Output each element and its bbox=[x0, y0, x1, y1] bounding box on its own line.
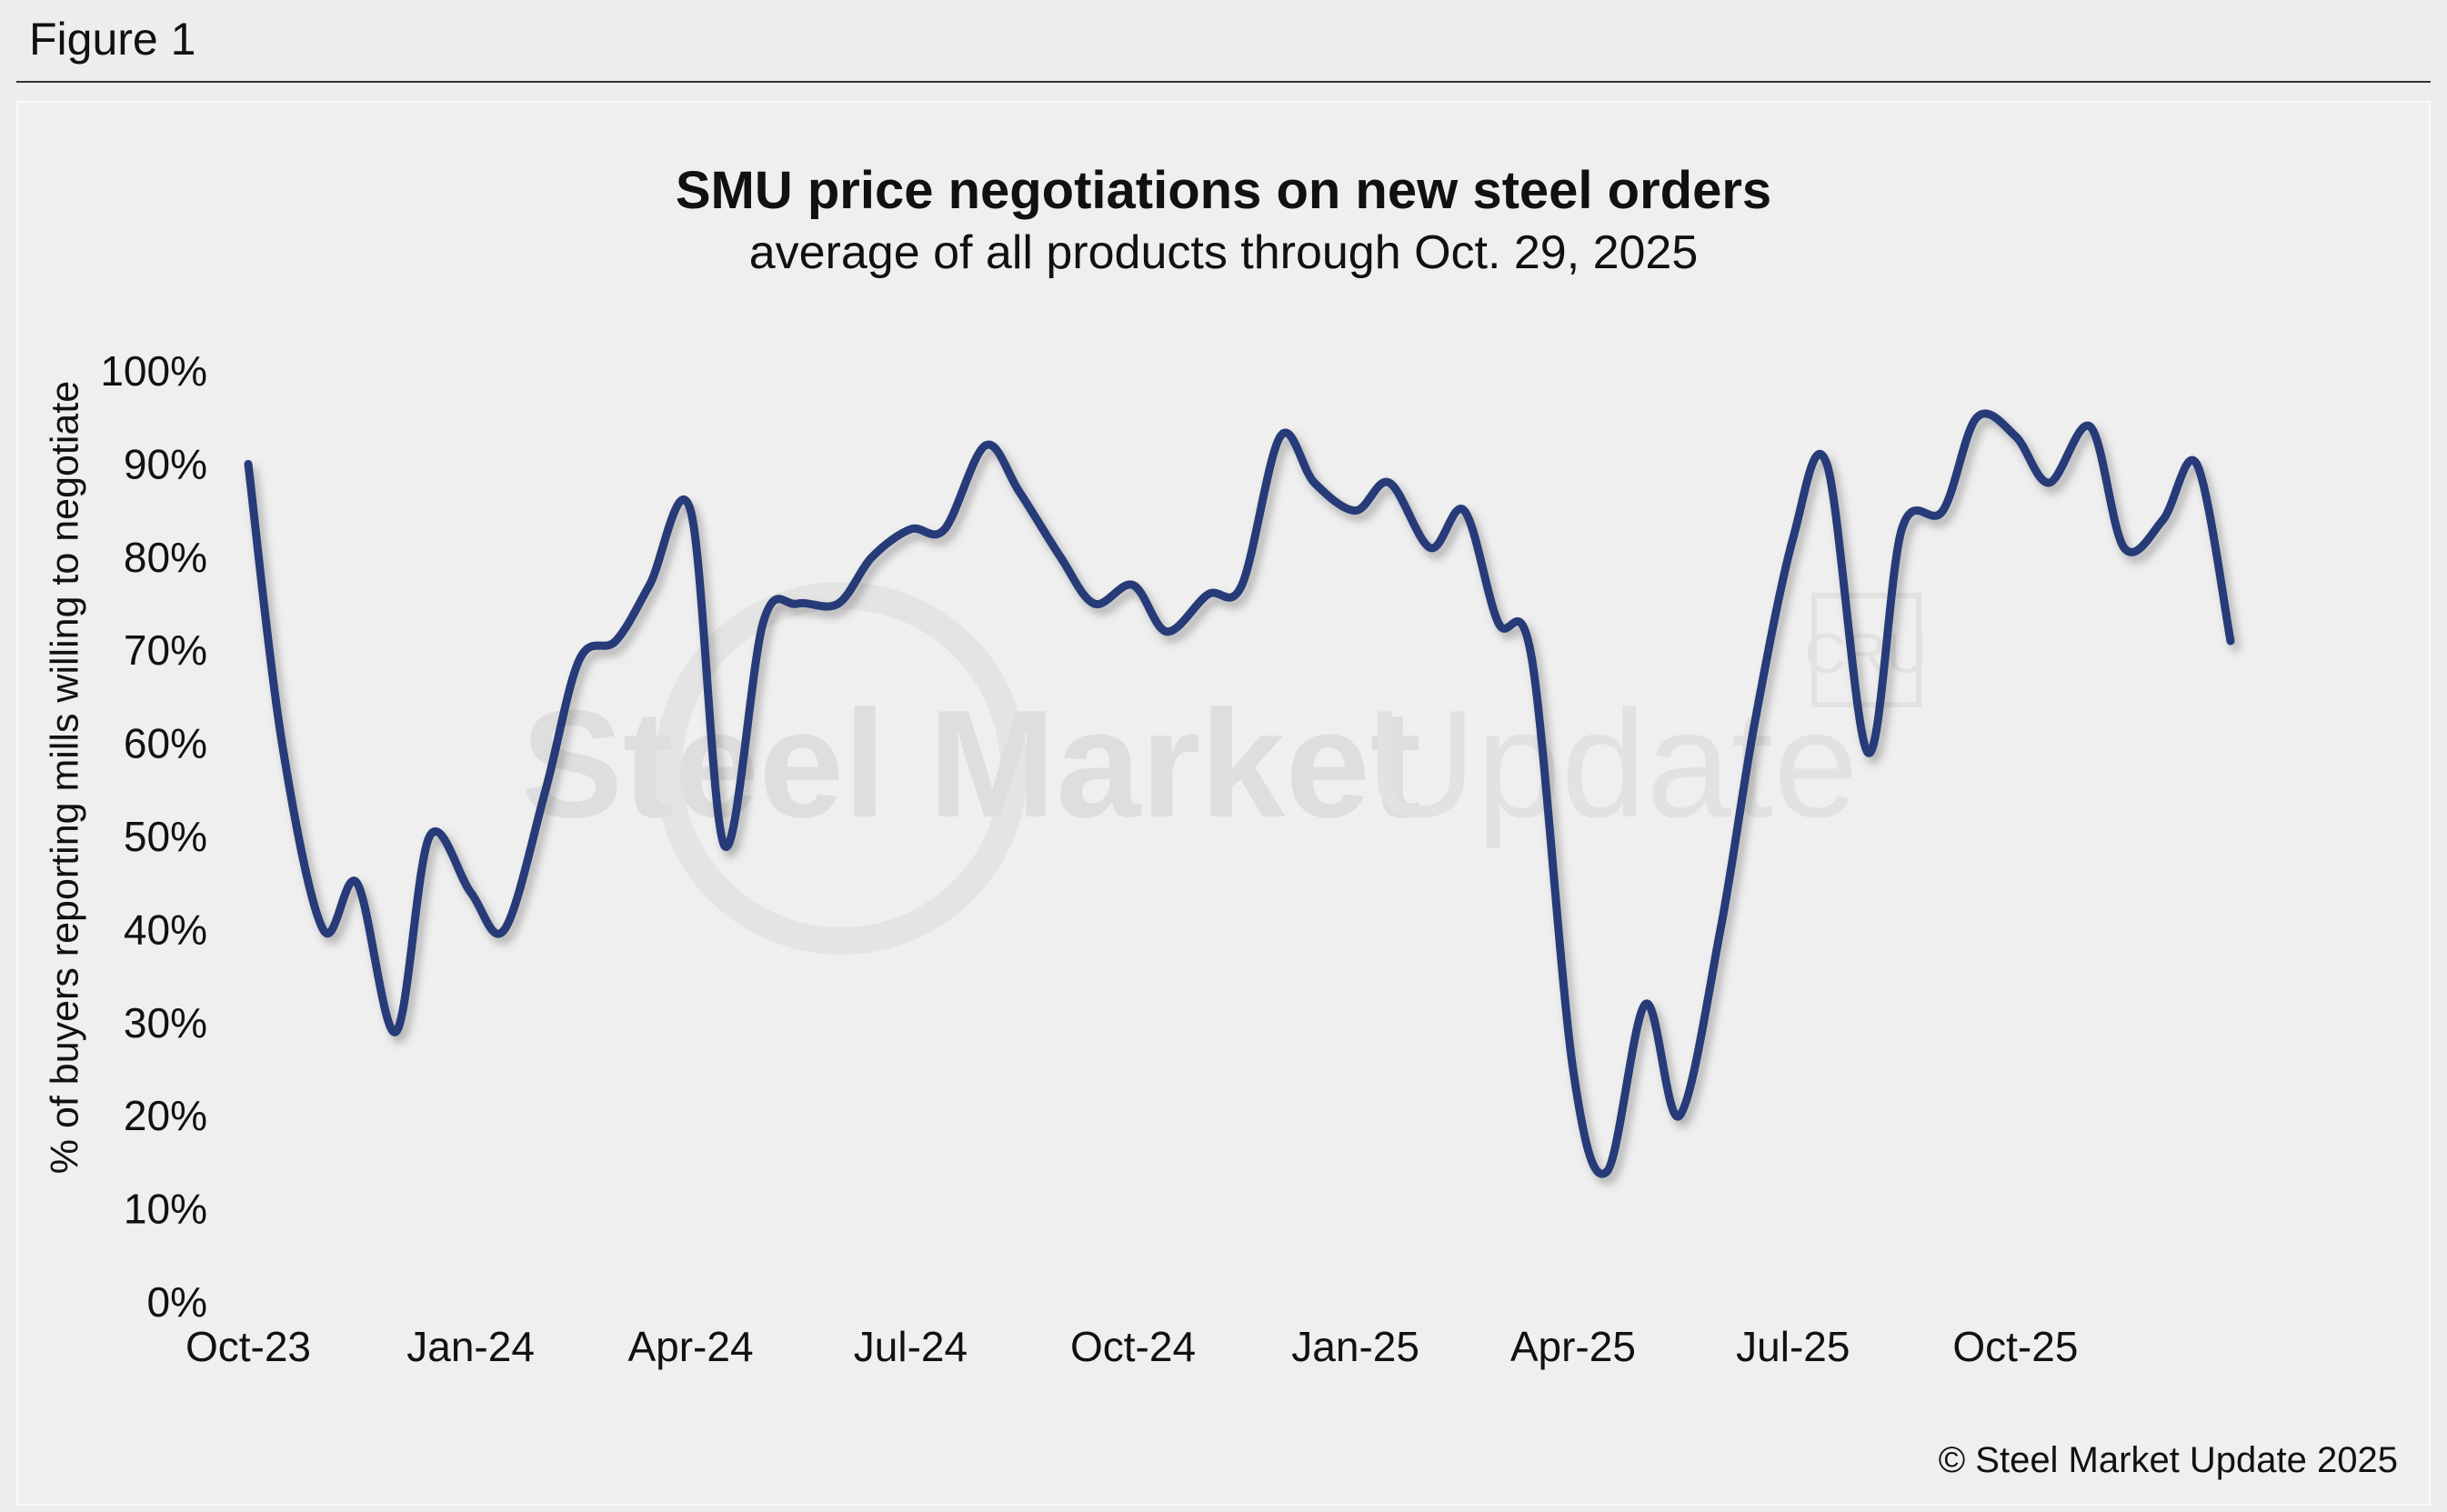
x-tick-label: Oct-24 bbox=[1070, 1323, 1196, 1370]
x-tick-label: Oct-25 bbox=[1952, 1323, 2078, 1370]
copyright-credit: © Steel Market Update 2025 bbox=[1938, 1440, 2398, 1480]
y-tick-label: 20% bbox=[124, 1092, 207, 1139]
x-axis-ticks: Oct-23 Jan-24 Apr-24 Jul-24 Oct-24 Jan-25 Apr-… bbox=[186, 1323, 2078, 1370]
y-tick-label: 30% bbox=[124, 999, 207, 1046]
y-tick-label: 10% bbox=[124, 1186, 207, 1233]
header-divider bbox=[16, 81, 2431, 83]
x-tick-label: Apr-25 bbox=[1510, 1323, 1636, 1370]
chart-title: SMU price negotiations on new steel orde… bbox=[675, 161, 1772, 220]
watermark-text-bold: Steel Market bbox=[521, 678, 1421, 849]
y-tick-label: 80% bbox=[124, 534, 207, 581]
x-tick-label: Jul-24 bbox=[854, 1323, 968, 1370]
figure-label: Figure 1 bbox=[29, 14, 196, 65]
chart-subtitle: average of all products through Oct. 29,… bbox=[748, 226, 1699, 279]
x-tick-label: Jul-25 bbox=[1736, 1323, 1850, 1370]
watermark-badge bbox=[1811, 593, 1921, 707]
y-tick-label: 40% bbox=[124, 906, 207, 953]
watermark: Steel Market Update CRU bbox=[521, 582, 1927, 955]
x-tick-label: Apr-24 bbox=[627, 1323, 753, 1370]
watermark-text-light: Update bbox=[1366, 678, 1859, 849]
x-tick-label: Oct-23 bbox=[186, 1323, 311, 1370]
y-tick-label: 50% bbox=[124, 813, 207, 860]
y-axis-ticks: 0% 10% 20% 30% 40% 50% 60% 70% 80% 90% 100% bbox=[100, 347, 207, 1326]
y-tick-label: 70% bbox=[124, 626, 207, 674]
chart-panel bbox=[16, 101, 2431, 1506]
y-tick-label: 100% bbox=[100, 347, 207, 395]
x-tick-label: Jan-24 bbox=[406, 1323, 535, 1370]
y-tick-label: 90% bbox=[124, 440, 207, 487]
y-tick-label: 0% bbox=[147, 1278, 207, 1326]
y-tick-label: 60% bbox=[124, 720, 207, 767]
watermark-badge-text: CRU bbox=[1805, 623, 1927, 686]
series-line bbox=[244, 409, 2235, 1178]
x-tick-label: Jan-25 bbox=[1291, 1323, 1419, 1370]
